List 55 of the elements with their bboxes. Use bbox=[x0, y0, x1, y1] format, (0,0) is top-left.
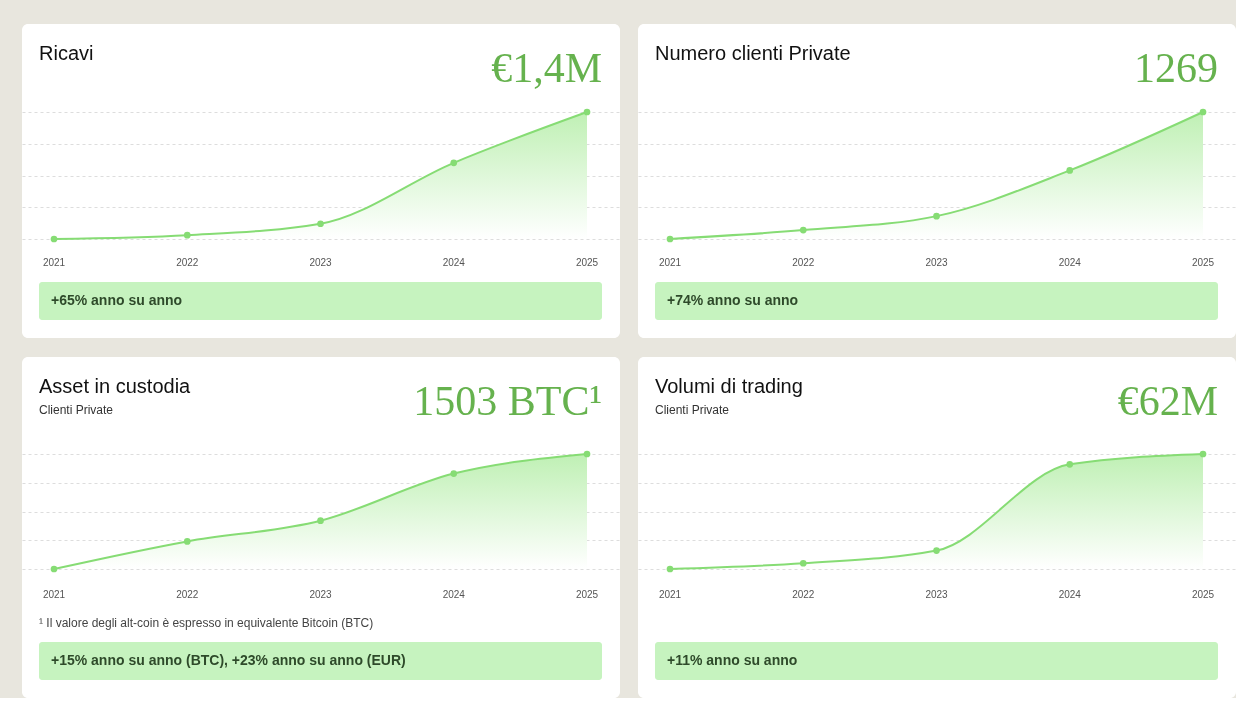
point bbox=[450, 159, 458, 167]
text: €1,4M bbox=[491, 45, 602, 91]
x-tick-label: 2025 bbox=[1191, 257, 1215, 268]
point bbox=[799, 559, 807, 567]
chart-title: Asset in custodia bbox=[39, 375, 192, 397]
point bbox=[666, 235, 674, 243]
x-tick-label: 2022 bbox=[176, 257, 199, 268]
point bbox=[666, 565, 674, 573]
chart-title: Volumi di trading bbox=[655, 375, 803, 397]
x-tick-label: 2022 bbox=[176, 589, 199, 600]
chart-title: Ricavi bbox=[39, 42, 94, 64]
point bbox=[933, 547, 940, 554]
point bbox=[1199, 450, 1207, 458]
text: ¹ Il valore degli alt-coin è espresso in equivalente Bitcoin (BTC) bbox=[39, 616, 374, 630]
x-tick-label: 2022 bbox=[792, 589, 815, 600]
chart-title: Numero clienti Private bbox=[655, 42, 851, 64]
x-tick-label: 2023 bbox=[925, 589, 949, 600]
point bbox=[50, 565, 58, 573]
point bbox=[799, 226, 807, 234]
point bbox=[1066, 167, 1074, 174]
point bbox=[1199, 108, 1207, 116]
x-tick-label: 2021 bbox=[658, 589, 682, 600]
text: +65% anno su anno bbox=[51, 292, 183, 308]
x-tick-label: 2021 bbox=[42, 589, 66, 600]
point bbox=[583, 108, 591, 116]
text: +74% anno su anno bbox=[667, 292, 799, 308]
point bbox=[450, 470, 458, 477]
text: 1503 BTC¹ bbox=[413, 378, 602, 424]
x-tick-label: 2021 bbox=[658, 257, 682, 268]
x-tick-label: 2024 bbox=[442, 257, 466, 268]
x-tick-label: 2025 bbox=[575, 589, 599, 600]
text: +15% anno su anno (BTC), +23% anno su anno (EUR) bbox=[51, 652, 406, 668]
point bbox=[317, 220, 324, 228]
x-tick-label: 2023 bbox=[309, 589, 333, 600]
point bbox=[183, 538, 191, 545]
chart-subtitle: Clienti Private bbox=[39, 403, 114, 417]
x-tick-label: 2024 bbox=[1058, 589, 1082, 600]
point bbox=[50, 235, 58, 243]
point bbox=[1066, 461, 1074, 468]
x-tick-label: 2023 bbox=[925, 257, 949, 268]
text: +11% anno su anno bbox=[667, 652, 798, 668]
chart-subtitle: Clienti Private bbox=[655, 403, 730, 417]
x-tick-label: 2021 bbox=[42, 257, 66, 268]
x-tick-label: 2024 bbox=[1058, 257, 1082, 268]
text: €62M bbox=[1117, 378, 1218, 424]
x-tick-label: 2023 bbox=[309, 257, 333, 268]
text: 1269 bbox=[1134, 45, 1218, 91]
point bbox=[583, 450, 591, 458]
x-tick-label: 2025 bbox=[1191, 589, 1215, 600]
point bbox=[317, 517, 324, 525]
point bbox=[933, 212, 940, 220]
x-tick-label: 2025 bbox=[575, 257, 599, 268]
x-tick-label: 2022 bbox=[792, 257, 815, 268]
x-tick-label: 2024 bbox=[442, 589, 466, 600]
point bbox=[183, 231, 191, 239]
